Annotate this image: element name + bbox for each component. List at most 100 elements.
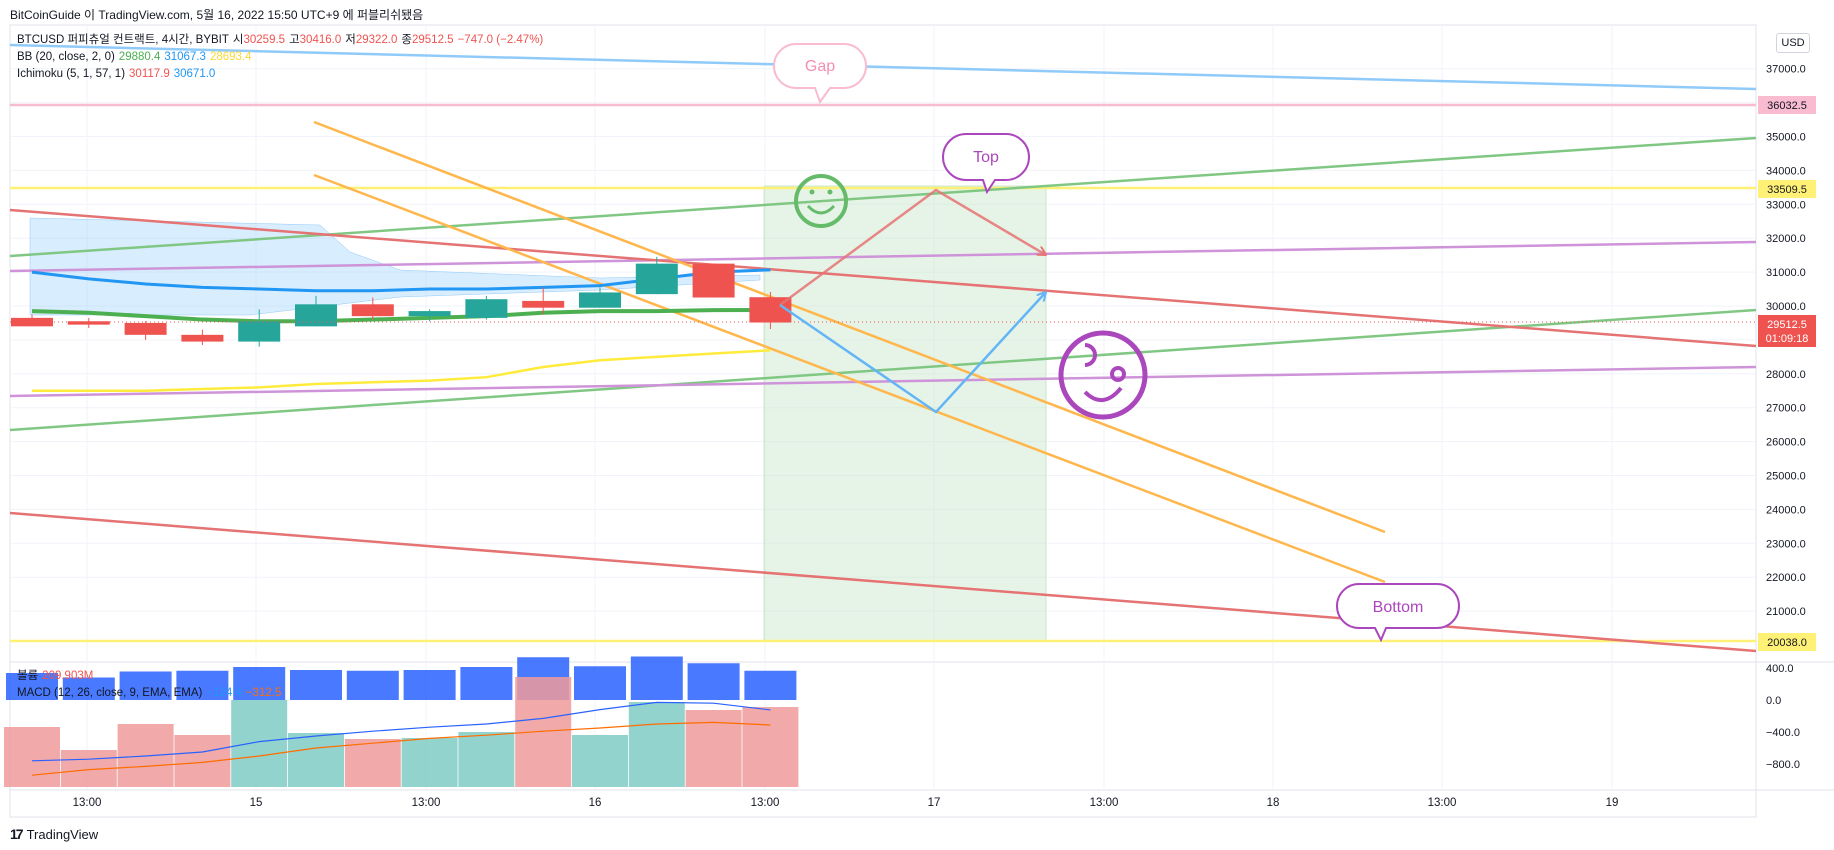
price-tick-16: 21000.0 <box>1766 606 1806 618</box>
tradingview-icon: 17 <box>10 826 24 842</box>
volume-bar-11 <box>630 656 683 700</box>
time-tick-7: 18 <box>1267 797 1280 809</box>
time-tick-6: 13:00 <box>1090 797 1119 809</box>
candle-body-5 <box>295 304 337 327</box>
level-20038-text: 20038.0 <box>1767 637 1807 649</box>
volume-bar-4 <box>233 667 286 700</box>
time-tick-2: 13:00 <box>412 797 441 809</box>
last-price-badge: 29512.5 01:09:18 <box>1758 315 1816 347</box>
bb-lower: 28693.4 <box>209 51 252 63</box>
top-callout[interactable]: Top <box>942 133 1030 195</box>
green-trendline-upper[interactable] <box>9 136 1757 258</box>
level-33509-badge: 33509.5 <box>1758 180 1816 198</box>
legend-high: 30416.0 <box>299 34 342 46</box>
macd-hist-bar-13 <box>742 707 799 787</box>
legend-main[interactable]: BTCUSD 퍼피츄얼 컨트랙트, 4시간, BYBIT 시30259.5 고304… <box>17 33 547 48</box>
grid <box>10 25 1756 790</box>
bearish-projection-arrow[interactable] <box>779 292 1046 414</box>
smiley-icon <box>794 174 848 228</box>
tradingview-logo[interactable]: 17 TradingView <box>10 826 98 842</box>
legend-macd[interactable]: MACD (12, 26, close, 9, EMA, EMA) −124.4−… <box>17 686 285 701</box>
candle-body-12 <box>692 263 735 298</box>
publish-caption: BitCoinGuide 이 TradingView.com, 5월 16, 2… <box>10 8 424 22</box>
brand-name: TradingView <box>26 826 99 842</box>
macd-signal-line <box>31 721 771 776</box>
candles[interactable] <box>11 256 792 347</box>
candle-body-7 <box>408 311 451 317</box>
time-tick-5: 17 <box>928 797 941 809</box>
volume-bar-1 <box>62 677 115 700</box>
legend-low: 29322.0 <box>355 34 398 46</box>
volume-bar-5 <box>290 670 342 700</box>
legend-change: −747.0 (−2.47%) <box>457 34 544 46</box>
legend-close: 29512.5 <box>412 34 454 46</box>
legend-bb[interactable]: BB (20, close, 2, 0) 29880.4 31067.3 28693.… <box>17 50 256 65</box>
currency-button[interactable]: USD <box>1776 33 1810 53</box>
legend-ichimoku[interactable]: Ichimoku (5, 1, 57, 1) 30117.9 30671.0 <box>17 67 219 82</box>
time-tick-1: 15 <box>250 797 263 809</box>
volume-value: 209.903M <box>42 670 94 682</box>
candle-body-9 <box>522 300 565 308</box>
orange-channel-lower[interactable] <box>313 173 1386 584</box>
purple-trendline-lower[interactable] <box>9 365 1757 398</box>
orange-channel-upper[interactable] <box>313 120 1386 534</box>
level-36032-badge: 36032.5 <box>1758 96 1816 114</box>
bar-countdown-text: 01:09:18 <box>1766 333 1809 345</box>
volume-bar-2 <box>119 671 172 700</box>
volume-bar-3 <box>176 670 229 700</box>
candle-body-3 <box>181 334 224 342</box>
price-tick-3: 34000.0 <box>1766 165 1806 177</box>
candle-body-6 <box>351 304 394 317</box>
macd-tick-2: −400.0 <box>1766 727 1800 739</box>
volume-label[interactable]: 볼륨 <box>17 670 39 682</box>
bullish-projection-arrow[interactable] <box>779 188 1046 307</box>
macd-tick-3: −800.0 <box>1766 759 1800 771</box>
price-tick-7: 30000.0 <box>1766 301 1806 313</box>
level-36032-text: 36032.5 <box>1767 100 1807 112</box>
bb-basis: 29880.4 <box>118 51 161 63</box>
macd-hist-bar-10 <box>572 735 628 787</box>
position-tool-zone[interactable] <box>763 185 1047 642</box>
ichimoku-label[interactable]: Ichimoku (5, 1, 57, 1) <box>17 68 126 80</box>
volume-bar-6 <box>346 670 399 700</box>
macd-hist-bar-11 <box>628 702 685 787</box>
red-trendline-upper[interactable] <box>9 208 1757 348</box>
macd-label[interactable]: MACD (12, 26, close, 9, EMA, EMA) <box>17 687 203 699</box>
bottom-callout[interactable]: Bottom <box>1336 583 1460 643</box>
price-tick-4: 33000.0 <box>1766 199 1806 211</box>
top-label: Top <box>973 149 999 166</box>
bb-lower-line <box>32 349 771 392</box>
purple-trendline-upper[interactable] <box>9 240 1757 273</box>
bb-upper: 31067.3 <box>164 51 206 63</box>
upper-blue-trendline[interactable] <box>9 43 1757 91</box>
macd-hist-bar-5 <box>288 733 344 787</box>
price-tick-11: 26000.0 <box>1766 437 1806 449</box>
legend-close-key: 종 <box>401 34 412 46</box>
price-tick-13: 24000.0 <box>1766 504 1806 516</box>
macd-line <box>31 701 771 762</box>
ichimoku-b: 30671.0 <box>173 68 216 80</box>
dizzy-face-icon <box>1058 330 1148 420</box>
volume-bar-10 <box>574 666 626 700</box>
gap-label: Gap <box>805 58 835 75</box>
time-axis[interactable]: 13:00 15 13:00 16 13:00 17 13:00 18 13:00 19 <box>73 797 1619 809</box>
symbol-title[interactable]: BTCUSD 퍼피츄얼 컨트랙트, 4시간, BYBIT <box>17 34 229 46</box>
volume-bar-13 <box>744 670 797 700</box>
candle-body-0 <box>11 317 53 327</box>
bb-label[interactable]: BB (20, close, 2, 0) <box>17 51 115 63</box>
price-tick-10: 27000.0 <box>1766 403 1806 415</box>
macd-axis[interactable]: 400.0 0.0 −400.0 −800.0 <box>1766 663 1800 771</box>
time-tick-0: 13:00 <box>73 797 102 809</box>
green-trendline-lower[interactable] <box>9 308 1757 432</box>
candle-body-11 <box>635 263 678 295</box>
macd-hist-bar-7 <box>401 738 458 787</box>
red-trendline-lower[interactable] <box>9 511 1757 653</box>
macd-indicator <box>4 677 799 787</box>
volume-bar-8 <box>460 667 513 700</box>
legend-volume[interactable]: 볼륨 209.903M <box>17 669 97 684</box>
price-tick-5: 32000.0 <box>1766 233 1806 245</box>
macd-hist-bar-0 <box>4 727 60 787</box>
macd-value-1: −124.4 <box>206 687 242 699</box>
gap-callout[interactable]: Gap <box>773 43 867 105</box>
